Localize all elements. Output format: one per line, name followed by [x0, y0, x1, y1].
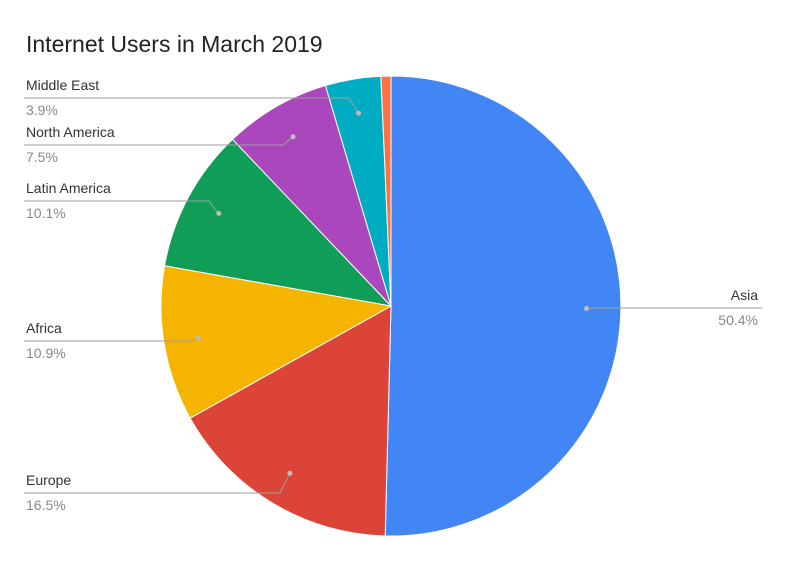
slice-label-asia: Asia	[731, 287, 758, 303]
slice-label-north-america: North America	[26, 124, 115, 140]
pie-slice-other	[380, 75, 392, 307]
label-leader-lines	[24, 97, 762, 494]
slice-value-africa: 10.9%	[26, 345, 66, 361]
leader-dot-europe	[287, 470, 293, 476]
leader-line-north-america	[24, 136, 294, 146]
leader-dot-asia	[584, 306, 589, 311]
slice-label-europe: Europe	[26, 472, 71, 488]
slice-label-latin-america: Latin America	[26, 180, 111, 196]
slice-label-africa: Africa	[26, 320, 62, 336]
slice-value-asia: 50.4%	[718, 312, 758, 328]
leader-dot-middle-east	[356, 110, 362, 116]
slice-labels: Asia 50.4% Europe 16.5% Africa 10.9% Latin Ame…	[26, 77, 758, 513]
leader-line-middle-east	[24, 97, 360, 114]
pie-slice-africa	[160, 265, 393, 419]
pie-slice-asia	[384, 75, 622, 537]
slice-value-europe: 16.5%	[26, 497, 66, 513]
leader-line-europe	[24, 473, 291, 494]
pie-slice-europe	[189, 305, 392, 537]
pie-slices	[160, 75, 622, 537]
slice-value-middle-east: 3.9%	[26, 102, 58, 118]
slice-value-north-america: 7.5%	[26, 149, 58, 165]
slice-label-middle-east: Middle East	[26, 77, 99, 93]
chart-title: Internet Users in March 2019	[26, 31, 323, 57]
leader-line-asia	[586, 307, 762, 309]
pie-slice-north-america	[231, 84, 392, 307]
leader-dot-latin-america	[216, 210, 222, 216]
leader-line-latin-america	[24, 200, 220, 214]
slice-value-latin-america: 10.1%	[26, 205, 66, 221]
leader-line-africa	[24, 337, 199, 342]
leader-dot-north-america	[290, 134, 296, 140]
leader-dot-africa	[195, 335, 201, 341]
